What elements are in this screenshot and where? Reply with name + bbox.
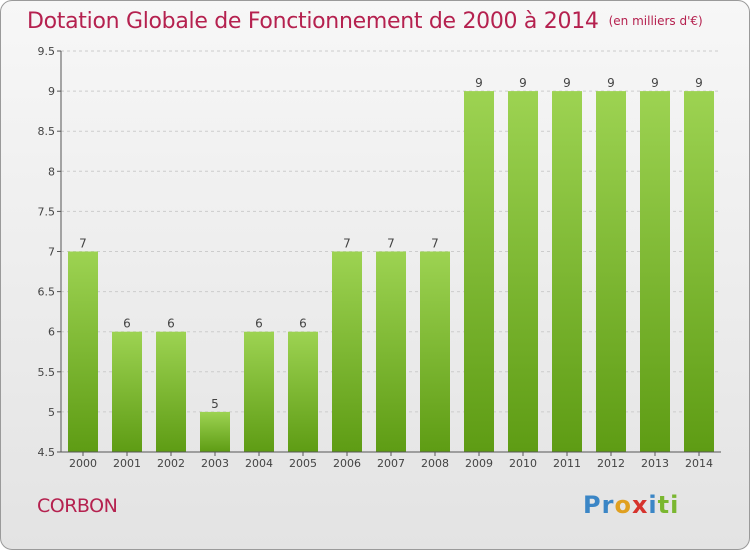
data-label: 7 [79,237,87,251]
bar-2011[interactable] [552,91,582,452]
logo-letter: x [631,491,649,519]
data-label: 9 [651,76,659,90]
x-tick-label: 2004 [245,457,273,470]
bar-2002[interactable] [156,331,186,452]
x-tick-label: 2005 [289,457,317,470]
data-label: 9 [475,76,483,90]
x-tick-label: 2001 [113,457,141,470]
y-tick-label: 9.5 [38,45,56,58]
logo-letter: P [583,491,602,519]
bar-2003[interactable] [200,411,230,452]
bar-2000[interactable] [68,251,98,453]
logo-letter: i [670,491,680,519]
y-tick-label: 6.5 [38,286,56,299]
logo-letter: o [614,491,632,519]
data-label: 7 [387,237,395,251]
x-tick-label: 2009 [465,457,493,470]
y-tick-label: 5.5 [38,366,56,379]
x-tick-label: 2014 [685,457,713,470]
data-label: 9 [695,76,703,90]
bar-2010[interactable] [508,91,538,452]
data-label: 5 [211,397,219,411]
logo-letter: t [657,491,671,519]
bar-2005[interactable] [288,331,318,452]
logo-letter: r [601,491,615,519]
chart-title: Dotation Globale de Fonctionnement de 20… [27,9,703,34]
chart-title-text: Dotation Globale de Fonctionnement de 20… [27,9,599,34]
y-tick-label: 8 [48,165,55,178]
y-tick-label: 4.5 [38,446,56,459]
x-tick-label: 2012 [597,457,625,470]
x-tick-label: 2006 [333,457,361,470]
x-tick-label: 2010 [509,457,537,470]
x-tick-label: 2000 [69,457,97,470]
bar-2006[interactable] [332,251,362,453]
data-label: 6 [167,317,175,331]
bar-2008[interactable] [420,251,450,453]
commune-name: CORBON [37,495,118,517]
data-label: 9 [563,76,571,90]
x-tick-label: 2003 [201,457,229,470]
data-label: 6 [123,317,131,331]
y-tick-label: 6 [48,326,55,339]
bar-2007[interactable] [376,251,406,453]
data-label: 6 [255,317,263,331]
bar-2014[interactable] [684,91,714,452]
data-label: 6 [299,317,307,331]
bar-2012[interactable] [596,91,626,452]
data-label: 9 [519,76,527,90]
y-tick-label: 7.5 [38,205,56,218]
y-tick-label: 9 [48,85,55,98]
chart-unit: (en milliers d'€) [608,14,703,28]
x-tick-label: 2008 [421,457,449,470]
x-tick-label: 2013 [641,457,669,470]
data-label: 7 [343,237,351,251]
bar-2001[interactable] [112,331,142,452]
y-tick-label: 7 [48,246,55,259]
data-label: 7 [431,237,439,251]
y-tick-label: 5 [48,406,55,419]
y-tick-label: 8.5 [38,125,56,138]
x-tick-label: 2011 [553,457,581,470]
proxiti-logo[interactable]: Proxiti [583,491,679,519]
bar-2013[interactable] [640,91,670,452]
bar-2009[interactable] [464,91,494,452]
bar-2004[interactable] [244,331,274,452]
x-tick-label: 2002 [157,457,185,470]
data-label: 9 [607,76,615,90]
logo-letter: i [648,491,658,519]
x-tick-label: 2007 [377,457,405,470]
